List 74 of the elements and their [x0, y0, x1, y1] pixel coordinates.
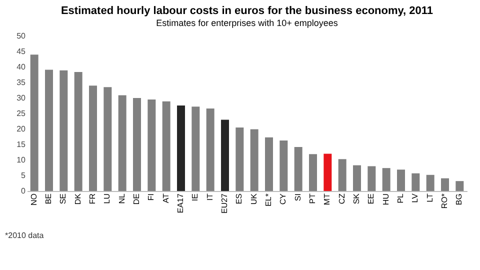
chart-subtitle: Estimates for enterprises with 10+ employees [156, 18, 338, 28]
y-tick-label: 5 [21, 171, 26, 180]
x-tick-label: EA17 [176, 192, 185, 214]
x-tick-label: SK [352, 192, 361, 204]
bar [162, 101, 170, 191]
x-tick-label: UK [249, 192, 258, 205]
x-tick-label: RO* [440, 194, 449, 209]
bar [309, 154, 317, 191]
x-tick-label: SI [293, 194, 302, 202]
bar [353, 165, 361, 191]
y-tick-label: 30 [16, 94, 26, 102]
bar [192, 106, 200, 191]
bar [294, 146, 302, 191]
x-tick-label: CY [278, 192, 288, 205]
x-tick-label: PL [396, 192, 405, 204]
bar [104, 87, 112, 191]
x-tick-label: SE [58, 194, 68, 204]
y-tick-label: 45 [16, 47, 26, 56]
x-tick-label: FR [88, 193, 97, 204]
bar [456, 181, 464, 191]
x-tick-label: NL [117, 192, 126, 204]
bar [324, 154, 332, 191]
y-tick-label: 20 [16, 124, 26, 134]
x-tick-label: IE [190, 194, 200, 202]
x-tick-label: MT [322, 193, 332, 206]
bar [45, 70, 53, 191]
x-tick-label: LV [410, 192, 420, 203]
bar [397, 170, 405, 191]
x-tick-label: EE [366, 194, 376, 204]
x-tick-label: DE [132, 194, 141, 205]
bar [265, 137, 273, 191]
bar [338, 159, 346, 191]
y-tick-label: 25 [16, 109, 26, 118]
x-tick-label: PT [308, 193, 317, 204]
bar [221, 120, 229, 191]
bar [368, 166, 376, 191]
bar [148, 100, 156, 191]
bar [118, 95, 126, 191]
bar [382, 168, 390, 191]
x-tick-label: NO [29, 194, 38, 206]
bar [30, 54, 38, 191]
bar [89, 86, 97, 191]
y-tick-label: 50 [16, 32, 26, 40]
x-tick-label: LU [102, 193, 112, 204]
bar [177, 105, 185, 191]
y-tick-label: 15 [16, 140, 26, 149]
bar [441, 178, 449, 191]
x-tick-label: BE [44, 194, 53, 204]
y-tick-label: 0 [21, 186, 26, 196]
x-tick-label: EU27 [220, 192, 229, 214]
x-tick-label: AT [161, 193, 170, 204]
y-tick-label: 40 [16, 62, 26, 72]
bar [250, 129, 258, 191]
x-tick-label: FI [146, 194, 156, 201]
x-tick-label: CZ [337, 193, 346, 204]
y-tick-label: 35 [16, 78, 26, 87]
bar [206, 108, 214, 191]
y-tick-label: 10 [16, 156, 26, 164]
chart-title: Estimated hourly labour costs in euros for the business economy, 2011 [60, 5, 434, 17]
bar [133, 98, 141, 191]
x-tick-label: DK [73, 192, 82, 205]
x-tick-label: HU [381, 193, 390, 206]
x-tick-label: IT [205, 193, 214, 201]
bar [236, 127, 244, 191]
bar [74, 72, 82, 191]
bar [426, 174, 434, 191]
x-tick-label: LT [425, 193, 434, 202]
x-tick-label: ES [234, 194, 244, 204]
text: *2010 data [5, 231, 44, 240]
bar [280, 140, 288, 191]
x-tick-label: EL* [264, 194, 273, 206]
bar [60, 70, 68, 191]
x-tick-label: BG [454, 194, 464, 206]
bar [412, 173, 420, 191]
